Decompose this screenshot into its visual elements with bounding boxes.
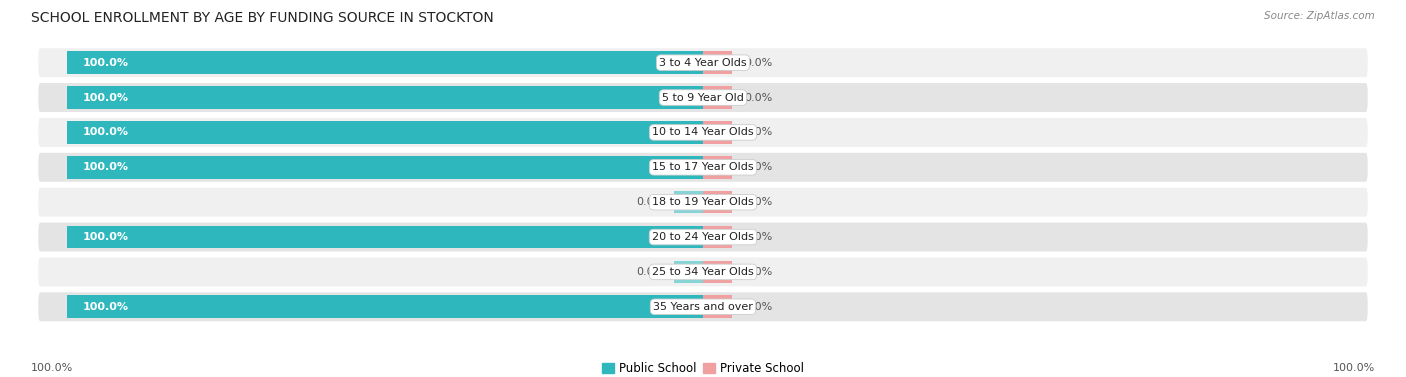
FancyBboxPatch shape <box>38 83 1368 112</box>
Text: 100.0%: 100.0% <box>83 162 129 172</box>
Text: 20 to 24 Year Olds: 20 to 24 Year Olds <box>652 232 754 242</box>
Text: 100.0%: 100.0% <box>83 92 129 103</box>
Text: 100.0%: 100.0% <box>83 127 129 138</box>
Bar <box>703 296 731 318</box>
Bar <box>703 156 731 179</box>
Text: 100.0%: 100.0% <box>1333 363 1375 373</box>
Bar <box>675 191 703 213</box>
Text: 0.0%: 0.0% <box>744 267 772 277</box>
Text: 3 to 4 Year Olds: 3 to 4 Year Olds <box>659 58 747 68</box>
Bar <box>675 261 703 283</box>
Text: 100.0%: 100.0% <box>31 363 73 373</box>
FancyBboxPatch shape <box>38 118 1368 147</box>
Text: 100.0%: 100.0% <box>83 302 129 312</box>
FancyBboxPatch shape <box>38 257 1368 287</box>
FancyBboxPatch shape <box>38 48 1368 77</box>
Text: 0.0%: 0.0% <box>744 302 772 312</box>
Text: 0.0%: 0.0% <box>744 58 772 68</box>
Text: 25 to 34 Year Olds: 25 to 34 Year Olds <box>652 267 754 277</box>
Bar <box>67 226 703 248</box>
Bar <box>67 51 703 74</box>
Text: 0.0%: 0.0% <box>744 197 772 207</box>
Text: 10 to 14 Year Olds: 10 to 14 Year Olds <box>652 127 754 138</box>
Bar <box>67 121 703 144</box>
Text: SCHOOL ENROLLMENT BY AGE BY FUNDING SOURCE IN STOCKTON: SCHOOL ENROLLMENT BY AGE BY FUNDING SOUR… <box>31 11 494 25</box>
Bar <box>703 51 731 74</box>
FancyBboxPatch shape <box>38 153 1368 182</box>
Bar <box>67 296 703 318</box>
Bar <box>67 86 703 109</box>
Text: 18 to 19 Year Olds: 18 to 19 Year Olds <box>652 197 754 207</box>
Bar <box>703 226 731 248</box>
Text: 15 to 17 Year Olds: 15 to 17 Year Olds <box>652 162 754 172</box>
FancyBboxPatch shape <box>38 222 1368 251</box>
Text: 100.0%: 100.0% <box>83 232 129 242</box>
Text: 0.0%: 0.0% <box>744 92 772 103</box>
Text: 35 Years and over: 35 Years and over <box>652 302 754 312</box>
Text: Source: ZipAtlas.com: Source: ZipAtlas.com <box>1264 11 1375 21</box>
Bar <box>703 86 731 109</box>
Text: 0.0%: 0.0% <box>637 197 665 207</box>
Text: 0.0%: 0.0% <box>744 232 772 242</box>
Text: 0.0%: 0.0% <box>744 162 772 172</box>
Text: 0.0%: 0.0% <box>637 267 665 277</box>
Text: 5 to 9 Year Old: 5 to 9 Year Old <box>662 92 744 103</box>
FancyBboxPatch shape <box>38 292 1368 321</box>
Bar <box>703 261 731 283</box>
Bar <box>703 191 731 213</box>
Text: 100.0%: 100.0% <box>83 58 129 68</box>
FancyBboxPatch shape <box>38 188 1368 217</box>
Legend: Public School, Private School: Public School, Private School <box>598 357 808 377</box>
Bar <box>703 121 731 144</box>
Bar <box>67 156 703 179</box>
Text: 0.0%: 0.0% <box>744 127 772 138</box>
